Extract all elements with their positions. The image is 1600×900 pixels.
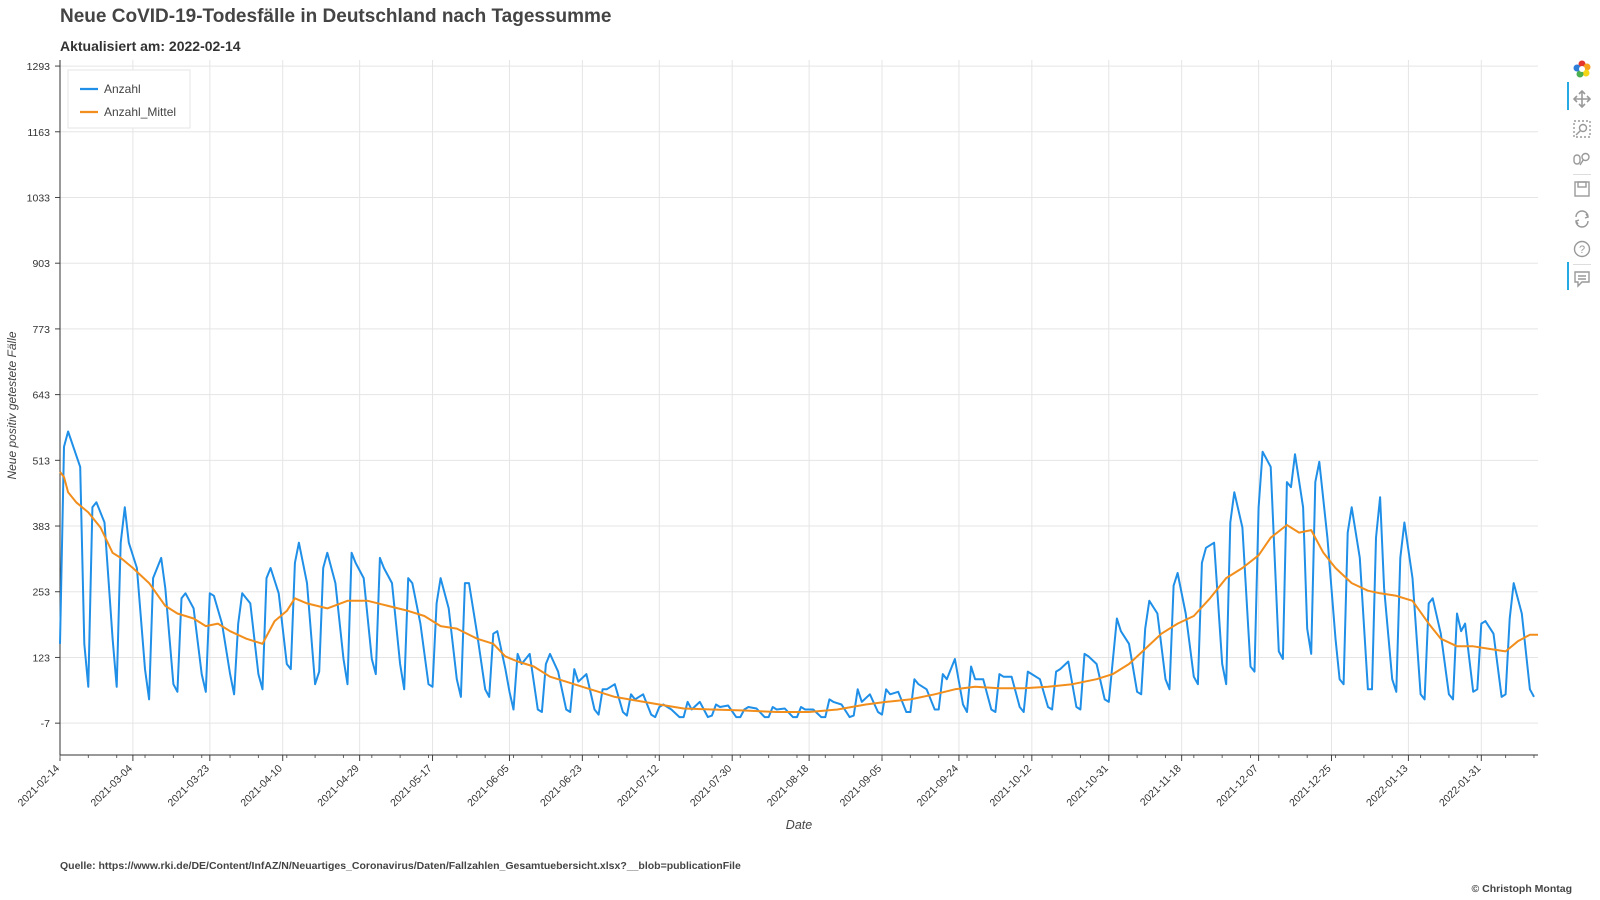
x-tick-label: 2021-07-12: [615, 763, 662, 810]
chart-subtitle: Aktualisiert am: 2022-02-14: [60, 38, 241, 54]
y-tick-label: 253: [32, 587, 50, 599]
x-tick-label: 2021-07-30: [688, 763, 735, 810]
box-zoom-icon[interactable]: [1571, 118, 1593, 140]
legend-label: Anzahl: [104, 82, 141, 96]
legend-label: Anzahl_Mittel: [104, 105, 176, 119]
help-icon[interactable]: ?: [1571, 238, 1593, 260]
x-tick-label: 2021-09-05: [838, 763, 885, 810]
legend-box: [67, 69, 191, 129]
wheel-zoom-icon[interactable]: [1571, 148, 1593, 170]
y-tick-label: 123: [32, 652, 50, 664]
y-tick-label: 1033: [27, 192, 51, 204]
hover-icon[interactable]: [1571, 268, 1593, 290]
save-icon[interactable]: [1571, 178, 1593, 200]
source-note: Quelle: https://www.rki.de/DE/Content/In…: [60, 860, 741, 872]
x-axis-label: Date: [786, 818, 812, 832]
pan-icon[interactable]: [1571, 88, 1593, 110]
x-tick-label: 2021-12-25: [1287, 763, 1334, 810]
svg-text:?: ?: [1579, 244, 1585, 256]
x-tick-label: 2021-09-24: [915, 763, 962, 810]
y-tick-label: 903: [32, 258, 50, 270]
x-tick-label: 2021-10-31: [1064, 763, 1111, 810]
x-tick-label: 2021-03-23: [165, 763, 212, 810]
y-tick-label: 513: [32, 455, 50, 467]
plot-area: [60, 60, 1538, 755]
chart-title: Neue CoVID-19-Todesfälle in Deutschland …: [60, 6, 612, 27]
y-tick-label: -7: [41, 718, 50, 730]
y-tick-label: 643: [32, 390, 50, 402]
x-tick-label: 2021-05-17: [388, 763, 435, 810]
x-tick-label: 2021-11-18: [1138, 763, 1184, 809]
x-tick-label: 2021-04-29: [315, 763, 362, 810]
x-tick-label: 2021-06-05: [465, 763, 512, 810]
x-tick-label: 2021-10-12: [987, 763, 1034, 810]
bokeh-logo-icon[interactable]: [1571, 58, 1593, 80]
y-tick-label: 1163: [27, 127, 50, 139]
series-line-anzahl-mittel: [59, 471, 1538, 713]
reset-icon[interactable]: [1571, 208, 1593, 230]
x-tick-label: 2022-01-31: [1437, 763, 1484, 810]
chart-toolbar: ?: [1567, 58, 1597, 318]
x-tick-label: 2022-01-13: [1364, 763, 1411, 810]
y-axis-label: Neue positiv getestete Fälle: [5, 331, 19, 479]
x-tick-label: 2021-04-10: [238, 763, 285, 810]
y-tick-label: 383: [32, 521, 50, 533]
x-tick-label: 2021-12-07: [1214, 763, 1261, 810]
x-tick-label: 2021-06-23: [538, 763, 585, 810]
x-tick-label: 2021-02-14: [16, 763, 63, 810]
x-tick-label: 2021-03-04: [89, 763, 136, 810]
legend: Anzahl Anzahl_Mittel: [67, 69, 191, 129]
y-tick-label: 1293: [27, 61, 51, 73]
copyright-note: © Christoph Montag: [1471, 883, 1572, 895]
y-tick-label: 773: [32, 324, 50, 336]
x-tick-label: 2021-08-18: [765, 763, 812, 810]
